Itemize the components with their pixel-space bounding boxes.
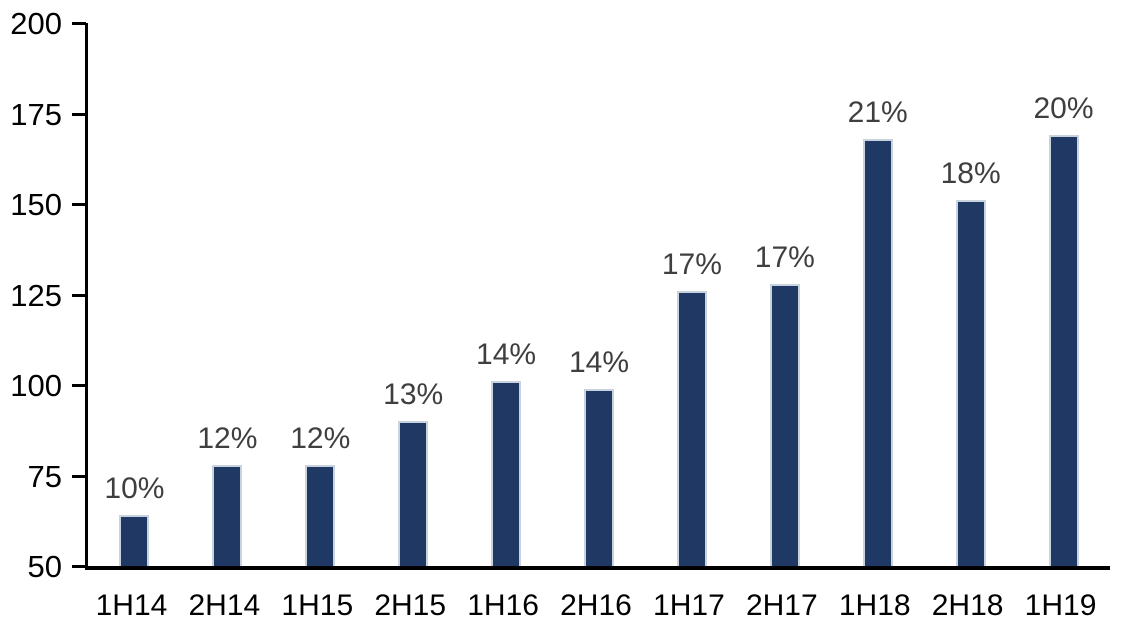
x-axis-labels: 1H14 2H14 1H15 2H15 1H16 2H16 1H17 2H17 1H18 2H18… bbox=[85, 589, 1107, 623]
bar bbox=[212, 464, 243, 566]
bar-group-1h19: 20% bbox=[1017, 23, 1110, 566]
bar bbox=[862, 138, 893, 566]
y-axis-tick-label: 125 bbox=[10, 277, 62, 313]
x-axis-category-label: 2H17 bbox=[745, 589, 818, 622]
bar-data-label: 21% bbox=[847, 95, 908, 129]
bar bbox=[676, 290, 707, 566]
bar bbox=[398, 421, 429, 566]
x-axis-category-label: 1H16 bbox=[467, 589, 539, 622]
bar-data-label: 13% bbox=[383, 378, 444, 412]
bar bbox=[955, 200, 986, 566]
x-axis-category-label: 1H18 bbox=[838, 589, 911, 622]
x-axis-category-label: 1H17 bbox=[653, 589, 725, 622]
y-axis-tick-label: 200 bbox=[10, 6, 62, 41]
y-axis-tick-mark bbox=[72, 22, 86, 25]
x-axis-category-label: 1H14 bbox=[95, 589, 168, 622]
x-axis-category-label: 2H14 bbox=[188, 589, 261, 622]
bar bbox=[1048, 135, 1079, 566]
bar-data-label: 18% bbox=[940, 157, 1001, 191]
bar-group-2h17: 17% bbox=[738, 23, 831, 566]
bar bbox=[119, 515, 150, 566]
bar-data-label: 17% bbox=[661, 247, 722, 281]
bar-group-1h17: 17% bbox=[645, 23, 738, 566]
y-axis-tick-label: 75 bbox=[27, 458, 62, 494]
bar-group-1h15: 12% bbox=[274, 23, 367, 566]
bar-data-label: 12% bbox=[197, 421, 258, 455]
x-axis-category-label: 1H19 bbox=[1024, 589, 1097, 622]
bar-group-1h14: 10% bbox=[88, 23, 181, 566]
y-axis-tick-label: 50 bbox=[27, 549, 62, 584]
bar-data-label: 14% bbox=[568, 345, 629, 379]
bar-group-1h16: 14% bbox=[460, 23, 553, 566]
bar-group-2h18: 18% bbox=[924, 23, 1017, 566]
y-axis-tick-label: 100 bbox=[10, 368, 62, 403]
bar bbox=[491, 381, 522, 566]
y-axis-tick-mark bbox=[72, 203, 86, 206]
bar-data-label: 14% bbox=[476, 338, 537, 372]
bar-group-2h16: 14% bbox=[553, 23, 646, 566]
x-axis-category-label: 2H16 bbox=[560, 589, 632, 622]
bar bbox=[305, 464, 336, 566]
x-axis-category-label: 2H18 bbox=[931, 589, 1004, 622]
y-axis-tick-label: 175 bbox=[10, 96, 62, 132]
bar bbox=[769, 283, 800, 566]
y-axis-tick-mark bbox=[72, 112, 86, 116]
plot-area: 10% 12% 12% 13% 14% 14% 17% 17% 21% 18% 20% bbox=[85, 23, 1110, 570]
x-axis-category-label: 1H15 bbox=[281, 589, 354, 622]
y-axis-tick-mark bbox=[72, 474, 86, 478]
bar-data-label: 10% bbox=[104, 472, 165, 506]
y-axis-tick-mark bbox=[72, 565, 86, 568]
y-axis-tick-label: 150 bbox=[10, 187, 62, 222]
bar-group-1h18: 21% bbox=[831, 23, 924, 566]
bars-container: 10% 12% 12% 13% 14% 14% 17% 17% 21% 18% 20% bbox=[88, 23, 1110, 566]
y-axis-tick-mark bbox=[72, 293, 86, 297]
bar-data-label: 20% bbox=[1033, 92, 1094, 126]
bar-group-2h14: 12% bbox=[181, 23, 274, 566]
bar-group-2h15: 13% bbox=[367, 23, 460, 566]
y-axis-tick-mark bbox=[72, 384, 86, 387]
bar-data-label: 17% bbox=[754, 240, 815, 274]
x-axis-category-label: 2H15 bbox=[374, 589, 447, 622]
bar-data-label: 12% bbox=[290, 421, 351, 455]
bar bbox=[583, 388, 614, 566]
